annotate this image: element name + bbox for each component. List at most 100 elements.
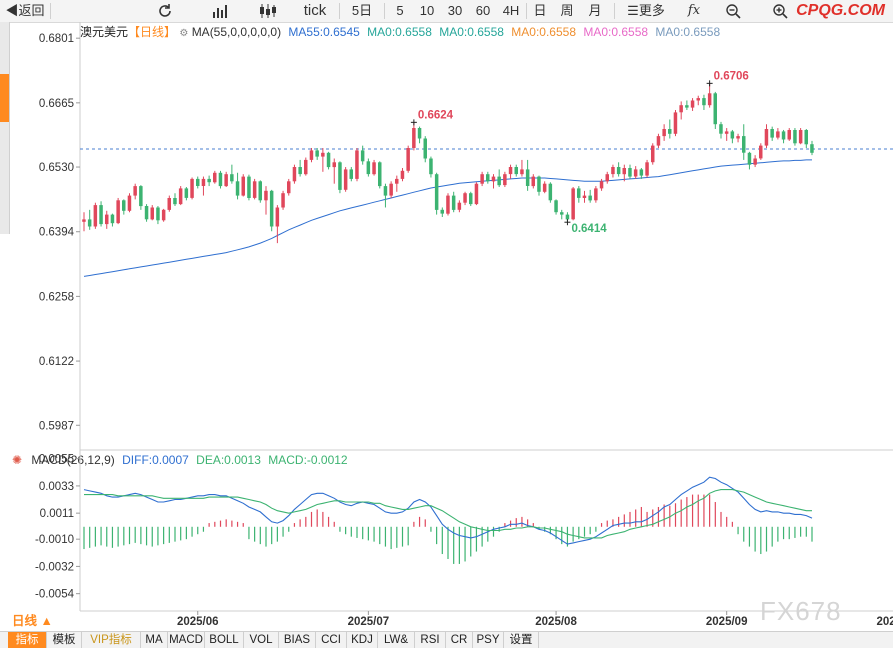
candle-body [560, 212, 564, 215]
indicator-tab-1[interactable]: 模板 [47, 632, 82, 648]
macd-title[interactable]: MACD(26,12,9) [31, 453, 115, 467]
candle-body [298, 167, 302, 175]
period-week[interactable]: 周 [560, 3, 574, 18]
candle-body [292, 167, 297, 182]
side-tab-strip[interactable] [0, 22, 10, 234]
candle-body [400, 170, 405, 179]
ma-setting[interactable]: MA(55,0,0,0,0,0) [191, 25, 282, 39]
extreme-price-label: 0.6624 [418, 109, 454, 121]
back-label: 返回 [18, 3, 45, 18]
period-5day[interactable]: 5日 [351, 3, 373, 18]
period-60min[interactable]: 60 [475, 3, 491, 18]
indicator-tab-6[interactable]: VOL [244, 632, 279, 648]
period-selector[interactable]: 日线 ▲ [12, 614, 53, 628]
ma-c-value: MA0:0.6558 [511, 25, 576, 39]
period-5min[interactable]: 5 [396, 3, 404, 18]
indicator-tab-9[interactable]: KDJ [347, 632, 378, 648]
candle-body [463, 193, 467, 203]
zoom-out-icon [726, 4, 741, 19]
candle-body [127, 195, 132, 211]
ma-d-value: MA0:0.6558 [583, 25, 649, 39]
candle-body [218, 172, 223, 187]
candlestick-button[interactable] [245, 0, 290, 22]
candle-body [520, 169, 524, 175]
period-tick[interactable]: tick [303, 2, 327, 19]
x-tick-label: 2025/10 [877, 616, 893, 628]
candle-body [702, 98, 706, 106]
ma-b-value: MA0:0.6558 [439, 25, 504, 39]
candle-body [133, 186, 137, 196]
candle-body [457, 202, 462, 210]
zoom-in-button[interactable] [767, 0, 793, 22]
price-chart[interactable]: 0.6801 0.6665 0.6530 0.6394 0.6258 0.6122 0.59… [0, 22, 893, 634]
candle-body [724, 131, 729, 134]
candle-body [810, 144, 814, 153]
more-label: 更多 [638, 3, 665, 18]
candle-body [645, 162, 649, 176]
candle-body [156, 207, 160, 221]
candle-body [434, 174, 439, 210]
indicator-tab-4[interactable]: MACD [168, 632, 205, 648]
watermark: FX678 [760, 596, 842, 626]
candle-body [781, 131, 786, 140]
candle-body [486, 174, 490, 182]
site-logo: CPQG.COM [796, 2, 885, 19]
candle-body [258, 181, 262, 201]
toolbar-divider [614, 3, 615, 19]
settings-icon[interactable]: ⚙ [179, 28, 189, 39]
period-label: 【日线】 [128, 25, 177, 39]
x-tick-label: 2025/08 [535, 616, 577, 628]
ma55-line [83, 159, 812, 277]
candle-body [190, 178, 194, 198]
indicator-tab-8[interactable]: CCI [316, 632, 347, 648]
candle-body [446, 195, 450, 214]
macd-diff-line [83, 476, 813, 545]
candle-body [776, 131, 780, 138]
candle-body [639, 169, 644, 176]
candle-body [315, 150, 319, 157]
more-menu-button[interactable]: ☰更多 [620, 0, 672, 22]
formula-button[interactable]: fx [680, 0, 708, 22]
period-10min[interactable]: 10 [419, 3, 435, 18]
macd-settings-icon[interactable]: ✺ [12, 453, 23, 467]
candle-body [599, 181, 604, 189]
period-4h[interactable]: 4H [502, 3, 520, 18]
candle-body [93, 205, 98, 227]
candle-body [105, 214, 109, 225]
period-month[interactable]: 月 [588, 3, 602, 18]
candle-body [122, 200, 126, 211]
bar-chart-icon [213, 5, 227, 18]
candle-body [349, 169, 353, 179]
side-tab-active[interactable] [0, 74, 9, 122]
indicator-tab-10[interactable]: LW& [378, 632, 415, 648]
candle-body [82, 219, 86, 222]
indicator-tab-5[interactable]: BOLL [205, 632, 244, 648]
candle-body [201, 178, 206, 186]
zoom-out-button[interactable] [720, 0, 746, 22]
indicator-tab-7[interactable]: BIAS [279, 632, 316, 648]
indicator-tab-11[interactable]: RSI [415, 632, 446, 648]
candle-body [577, 188, 581, 198]
back-button[interactable]: ◀返回 [0, 0, 50, 22]
candle-body [332, 162, 336, 168]
candle-body [491, 176, 496, 182]
candle-body [503, 174, 507, 186]
indicator-tab-3[interactable]: MA [141, 632, 168, 648]
ma55-value: MA55:0.6545 [288, 25, 360, 39]
indicator-tab-0[interactable]: 指标 [8, 632, 47, 648]
period-day[interactable]: 日 [533, 3, 547, 18]
period-30min[interactable]: 30 [447, 3, 463, 18]
candle-body [690, 100, 695, 108]
indicator-tab-14[interactable]: 设置 [504, 632, 539, 648]
candle-body [184, 188, 189, 198]
indicator-chart-button[interactable] [200, 0, 240, 22]
candle-body [508, 167, 513, 175]
indicator-tab-2[interactable]: VIP指标 [82, 632, 141, 648]
macd-y-tick-label: 0.0055 [39, 454, 74, 466]
x-tick-label: 2025/07 [348, 616, 390, 628]
x-tick-label: 2025/09 [706, 616, 748, 628]
candle-body [406, 148, 410, 171]
indicator-tab-12[interactable]: CR [446, 632, 473, 648]
refresh-button[interactable] [140, 0, 190, 22]
indicator-tab-13[interactable]: PSY [473, 632, 504, 648]
